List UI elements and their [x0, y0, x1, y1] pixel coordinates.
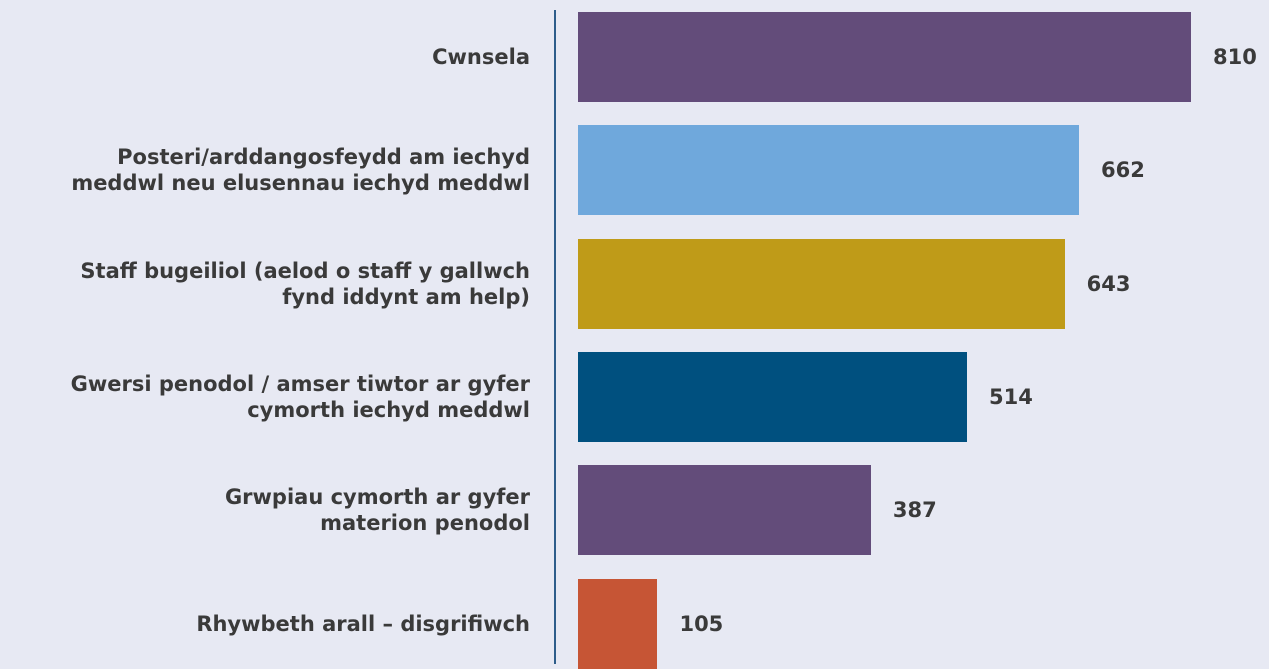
bar	[578, 12, 1191, 102]
value-label: 662	[1100, 158, 1145, 183]
category-label: Staff bugeiliol (aelod o staff y gallwch…	[80, 258, 530, 309]
value-label: 810	[1213, 45, 1257, 69]
value-label: 514	[988, 384, 1033, 409]
category-label: Rhywbeth arall – disgrifiwch	[196, 611, 530, 636]
category-label: Cwnsela	[432, 45, 530, 69]
axis-line	[554, 10, 556, 664]
bar	[578, 578, 658, 669]
category-label: Grwpiau cymorth ar gyfer materion penodo…	[224, 485, 530, 536]
bar	[578, 125, 1079, 216]
value-label: 643	[1086, 271, 1131, 296]
category-label: Posteri/arddangosfeydd am iechyd meddwl …	[71, 145, 530, 196]
bar	[578, 238, 1065, 329]
bar	[578, 465, 871, 556]
category-label: Gwersi penodol / amser tiwtor ar gyfer c…	[70, 371, 530, 422]
value-label: 105	[679, 611, 724, 636]
bar	[578, 351, 967, 442]
value-label: 387	[892, 498, 937, 523]
